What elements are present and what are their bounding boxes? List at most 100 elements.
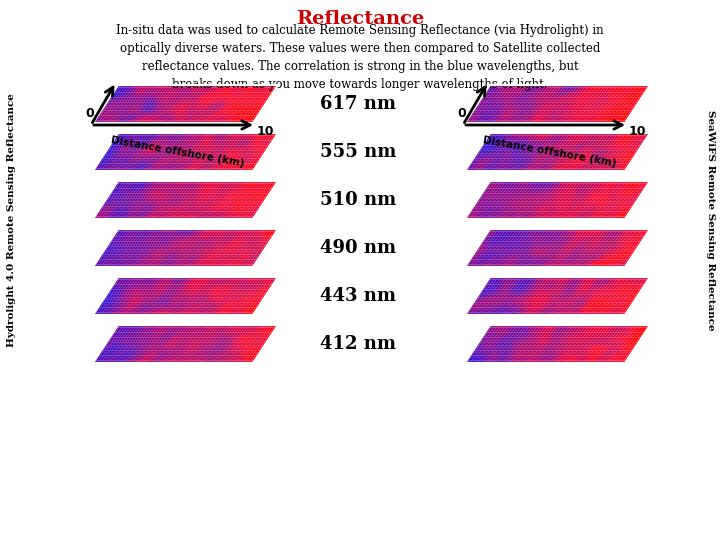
Polygon shape (593, 133, 597, 136)
Polygon shape (228, 103, 232, 105)
Polygon shape (522, 343, 526, 345)
Polygon shape (192, 100, 196, 103)
Polygon shape (482, 259, 486, 262)
Polygon shape (107, 211, 112, 214)
Polygon shape (502, 237, 506, 239)
Polygon shape (525, 186, 529, 188)
Polygon shape (228, 110, 232, 113)
Polygon shape (524, 259, 528, 262)
Polygon shape (168, 361, 172, 363)
Polygon shape (500, 287, 505, 289)
Polygon shape (639, 143, 644, 146)
Polygon shape (135, 242, 139, 244)
Polygon shape (593, 325, 597, 328)
Polygon shape (490, 310, 495, 313)
Polygon shape (183, 146, 187, 148)
Polygon shape (500, 232, 504, 234)
Polygon shape (214, 355, 218, 358)
Polygon shape (601, 204, 606, 206)
Polygon shape (545, 265, 549, 267)
Polygon shape (576, 277, 580, 280)
Polygon shape (491, 201, 495, 204)
Polygon shape (588, 333, 592, 335)
Polygon shape (224, 313, 228, 315)
Polygon shape (487, 259, 491, 262)
Polygon shape (585, 252, 590, 254)
Polygon shape (226, 120, 230, 123)
Polygon shape (485, 118, 490, 120)
Polygon shape (624, 345, 629, 348)
Polygon shape (558, 244, 562, 247)
Polygon shape (157, 140, 161, 143)
Polygon shape (581, 262, 585, 265)
Polygon shape (544, 330, 548, 333)
Polygon shape (553, 161, 557, 164)
Polygon shape (244, 289, 248, 292)
Polygon shape (627, 201, 631, 204)
Polygon shape (508, 95, 513, 98)
Polygon shape (150, 158, 155, 161)
Polygon shape (516, 116, 521, 118)
Polygon shape (592, 98, 596, 100)
Polygon shape (626, 138, 631, 140)
Polygon shape (199, 338, 203, 340)
Polygon shape (127, 181, 131, 184)
Polygon shape (489, 161, 493, 164)
Polygon shape (250, 153, 254, 156)
Polygon shape (646, 133, 650, 136)
Polygon shape (163, 164, 167, 166)
Polygon shape (233, 90, 238, 92)
Polygon shape (184, 156, 189, 158)
Polygon shape (144, 239, 148, 242)
Polygon shape (639, 186, 644, 188)
Polygon shape (202, 277, 206, 280)
Polygon shape (544, 333, 549, 335)
Polygon shape (486, 100, 490, 103)
Polygon shape (508, 237, 512, 239)
Polygon shape (217, 295, 221, 297)
Polygon shape (567, 330, 572, 333)
Polygon shape (125, 140, 129, 143)
Polygon shape (222, 295, 226, 297)
Polygon shape (184, 287, 189, 289)
Polygon shape (514, 234, 518, 237)
Polygon shape (643, 85, 647, 87)
Polygon shape (598, 168, 603, 171)
Polygon shape (170, 161, 174, 164)
Polygon shape (258, 252, 263, 254)
Polygon shape (634, 335, 638, 338)
Polygon shape (235, 234, 240, 237)
Polygon shape (235, 282, 240, 285)
Polygon shape (581, 138, 585, 140)
Polygon shape (236, 242, 240, 244)
Polygon shape (590, 118, 594, 120)
Polygon shape (210, 257, 215, 259)
Polygon shape (544, 325, 549, 328)
Polygon shape (163, 282, 168, 285)
Polygon shape (572, 116, 577, 118)
Polygon shape (171, 95, 176, 98)
Polygon shape (546, 247, 550, 249)
Polygon shape (539, 289, 543, 292)
Polygon shape (560, 118, 564, 120)
Polygon shape (237, 361, 241, 363)
Polygon shape (232, 120, 236, 123)
Polygon shape (212, 188, 217, 191)
Polygon shape (107, 295, 112, 297)
Polygon shape (215, 277, 220, 280)
Polygon shape (516, 259, 521, 262)
Polygon shape (130, 217, 135, 219)
Polygon shape (194, 156, 199, 158)
Polygon shape (504, 302, 508, 305)
Polygon shape (149, 136, 153, 138)
Polygon shape (112, 113, 116, 116)
Polygon shape (468, 211, 472, 214)
Polygon shape (229, 292, 233, 295)
Polygon shape (631, 234, 636, 237)
Polygon shape (552, 214, 557, 217)
Polygon shape (531, 330, 535, 333)
Polygon shape (530, 211, 534, 214)
Polygon shape (253, 100, 257, 103)
Polygon shape (526, 262, 530, 265)
Polygon shape (599, 199, 603, 201)
